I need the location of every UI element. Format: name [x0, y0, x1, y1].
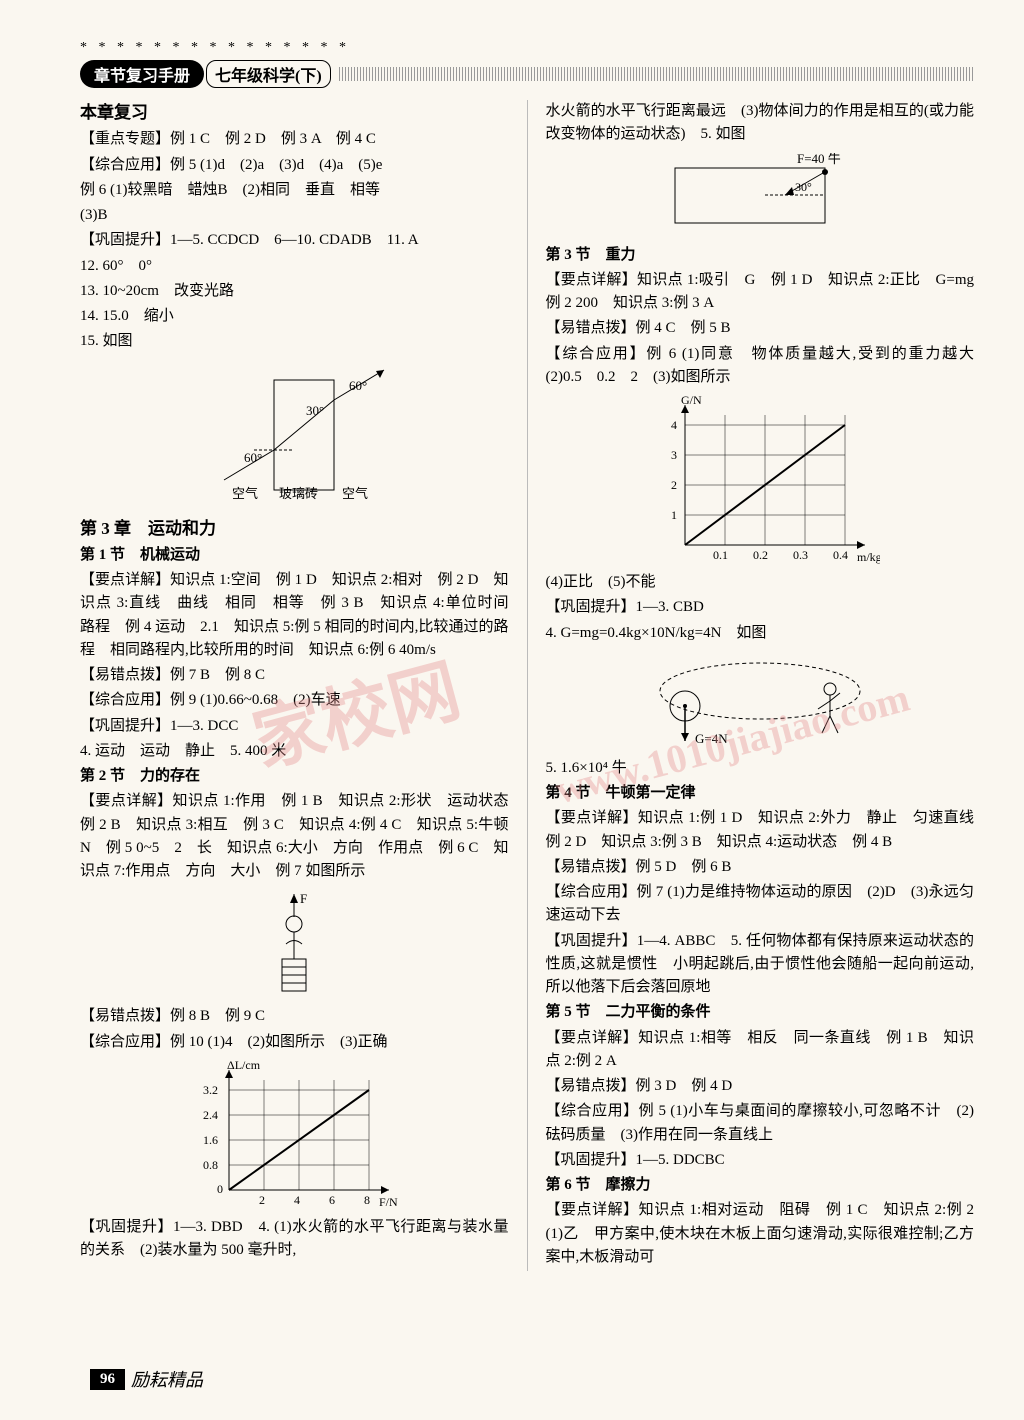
section3-title: 第 3 节 重力	[546, 244, 975, 267]
header-line-pattern	[339, 67, 974, 81]
svg-text:F: F	[300, 891, 307, 906]
svg-text:8: 8	[364, 1193, 370, 1207]
svg-text:60°: 60°	[244, 450, 262, 465]
svg-text:0.4: 0.4	[833, 548, 848, 562]
text-line: (4)正比 (5)不能	[546, 571, 975, 594]
text-line: 【要点详解】知识点 1:相等 相反 同一条直线 例 1 B 知识点 2:例 2 …	[546, 1027, 975, 1074]
ball-gravity-diagram: G=4N	[640, 651, 880, 751]
text-line: 14. 15.0 缩小	[80, 305, 509, 328]
left-column: 本章复习 【重点专题】例 1 C 例 2 D 例 3 A 例 4 C 【综合应用…	[80, 100, 509, 1271]
text-line: 【综合应用】例 9 (1)0.66~0.68 (2)车速	[80, 689, 509, 712]
text-line: 【综合应用】例 7 (1)力是维持物体运动的原因 (2)D (3)永远匀速运动下…	[546, 881, 975, 928]
spring-extension-chart: 0 0.8 1.6 2.4 3.2 2 4 6 8 ΔL/cm F/N	[179, 1060, 409, 1210]
text-line: 例 6 (1)较黑暗 蜡烛B (2)相同 垂直 相等	[80, 179, 509, 202]
section1-title: 第 1 节 机械运动	[80, 544, 509, 567]
text-line: 4. 运动 运动 静止 5. 400 米	[80, 740, 509, 763]
text-line: 12. 60° 0°	[80, 255, 509, 278]
text-line: 4. G=mg=0.4kg×10N/kg=4N 如图	[546, 622, 975, 645]
text-line: 【综合应用】例 6 (1)同意 物体质量越大,受到的重力越大 (2)0.5 0.…	[546, 343, 975, 390]
svg-text:空气: 空气	[232, 486, 258, 501]
text-line: 【易错点拨】例 8 B 例 9 C	[80, 1005, 509, 1028]
svg-text:60°: 60°	[349, 378, 367, 393]
svg-text:3: 3	[671, 448, 677, 462]
footer-brand: 励耘精品	[131, 1366, 203, 1392]
text-line: 【综合应用】例 10 (1)4 (2)如图所示 (3)正确	[80, 1031, 509, 1054]
page-number: 96	[90, 1369, 125, 1390]
text-line: 【巩固提升】1—3. DBD 4. (1)水火箭的水平飞行距离与装水量的关系 (…	[80, 1216, 509, 1263]
section6-title: 第 6 节 摩擦力	[546, 1174, 975, 1197]
footer: 96 励耘精品	[90, 1366, 203, 1392]
header-stars: * * * * * * * * * * * * * * *	[80, 40, 974, 56]
text-line: (3)B	[80, 204, 509, 227]
svg-text:m/kg: m/kg	[857, 550, 880, 564]
spring-scale-diagram: F	[244, 889, 344, 999]
chapter-review-title: 本章复习	[80, 100, 509, 126]
section2-title: 第 2 节 力的存在	[80, 765, 509, 788]
text-line: 13. 10~20cm 改变光路	[80, 280, 509, 303]
text-line: 【巩固提升】1—5. CCDCD 6—10. CDADB 11. A	[80, 229, 509, 252]
svg-text:0: 0	[217, 1182, 223, 1196]
svg-text:G/N: G/N	[681, 395, 702, 407]
text-line: 【巩固提升】1—3. DCC	[80, 715, 509, 738]
refraction-diagram: 60° 30° 60° 空气 玻璃砖 空气	[184, 360, 404, 510]
svg-text:F/N: F/N	[379, 1195, 398, 1209]
text-line: 【要点详解】知识点 1:吸引 G 例 1 D 知识点 2:正比 G=mg 例 2…	[546, 269, 975, 316]
text-line: 5. 1.6×10⁴ 牛	[546, 757, 975, 780]
section4-title: 第 4 节 牛顿第一定律	[546, 782, 975, 805]
header-subtitle: 七年级科学(下)	[206, 60, 331, 88]
text-line: 【易错点拨】例 4 C 例 5 B	[546, 317, 975, 340]
svg-text:0.1: 0.1	[713, 548, 728, 562]
header-bar: 章节复习手册 七年级科学(下)	[80, 60, 974, 88]
text-line: 水火箭的水平飞行距离最远 (3)物体间力的作用是相互的(或力能改变物体的运动状态…	[546, 100, 975, 147]
svg-text:2.4: 2.4	[203, 1108, 218, 1122]
svg-text:2: 2	[259, 1193, 265, 1207]
text-line: 【综合应用】例 5 (1)d (2)a (3)d (4)a (5)e	[80, 154, 509, 177]
right-column: 水火箭的水平飞行距离最远 (3)物体间力的作用是相互的(或力能改变物体的运动状态…	[546, 100, 975, 1271]
svg-text:0.3: 0.3	[793, 548, 808, 562]
svg-text:ΔL/cm: ΔL/cm	[227, 1060, 261, 1072]
svg-text:4: 4	[671, 418, 677, 432]
text-line: 【巩固提升】1—5. DDCBC	[546, 1149, 975, 1172]
section5-title: 第 5 节 二力平衡的条件	[546, 1001, 975, 1024]
svg-text:2: 2	[671, 478, 677, 492]
text-line: 【重点专题】例 1 C 例 2 D 例 3 A 例 4 C	[80, 128, 509, 151]
text-line: 【易错点拨】例 5 D 例 6 B	[546, 856, 975, 879]
svg-text:30°: 30°	[306, 403, 324, 418]
text-line: 【要点详解】知识点 1:例 1 D 知识点 2:外力 静止 匀速直线 例 2 D…	[546, 807, 975, 854]
text-line: 【巩固提升】1—3. CBD	[546, 596, 975, 619]
text-line: 【综合应用】例 5 (1)小车与桌面间的摩擦较小,可忽略不计 (2)砝码质量 (…	[546, 1100, 975, 1147]
svg-text:空气: 空气	[342, 486, 368, 501]
header-pill: 章节复习手册	[80, 60, 204, 88]
svg-text:玻璃砖: 玻璃砖	[279, 486, 318, 501]
text-line: 【要点详解】知识点 1:作用 例 1 B 知识点 2:形状 运动状态 例 2 B…	[80, 790, 509, 883]
svg-text:3.2: 3.2	[203, 1083, 218, 1097]
force-box-diagram: F=40 牛 30°	[645, 153, 875, 238]
gravity-mass-chart: 1 2 3 4 0.1 0.2 0.3 0.4 G/N m/kg	[640, 395, 880, 565]
text-line: 【要点详解】知识点 1:空间 例 1 D 知识点 2:相对 例 2 D 知识点 …	[80, 569, 509, 662]
text-line: 15. 如图	[80, 330, 509, 353]
chapter3-title: 第 3 章 运动和力	[80, 516, 509, 542]
svg-text:6: 6	[329, 1193, 335, 1207]
svg-text:G=4N: G=4N	[695, 731, 728, 746]
svg-text:F=40 牛: F=40 牛	[797, 153, 841, 166]
text-line: 【易错点拨】例 7 B 例 8 C	[80, 664, 509, 687]
svg-text:0.2: 0.2	[753, 548, 768, 562]
column-divider	[527, 100, 528, 1271]
text-line: 【易错点拨】例 3 D 例 4 D	[546, 1075, 975, 1098]
svg-text:1: 1	[671, 508, 677, 522]
svg-text:1.6: 1.6	[203, 1133, 218, 1147]
text-line: 【要点详解】知识点 1:相对运动 阻碍 例 1 C 知识点 2:例 2 (1)乙…	[546, 1199, 975, 1269]
svg-text:30°: 30°	[795, 180, 812, 194]
svg-text:0.8: 0.8	[203, 1158, 218, 1172]
svg-text:4: 4	[294, 1193, 300, 1207]
text-line: 【巩固提升】1—4. ABBC 5. 任何物体都有保持原来运动状态的性质,这就是…	[546, 930, 975, 1000]
